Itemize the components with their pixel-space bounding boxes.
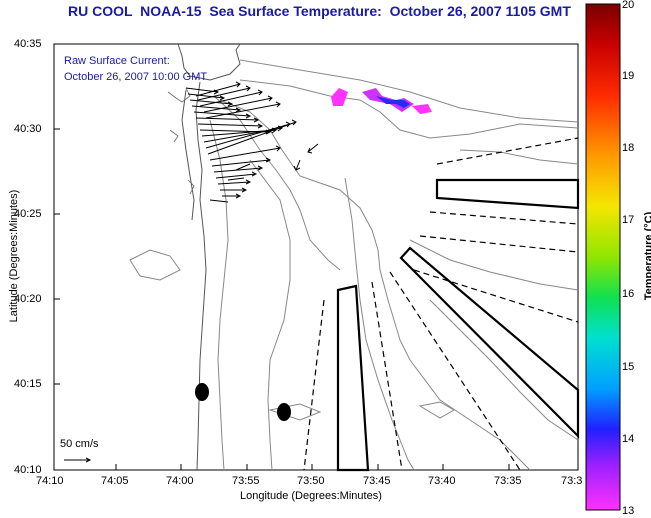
plot-frame <box>53 43 579 471</box>
colorbar-tick: 15 <box>622 361 635 373</box>
y-tick-label: 40:15 <box>14 378 42 390</box>
transect-boxes <box>336 178 580 472</box>
y-tick-label: 40:25 <box>14 208 42 220</box>
x-axis-label: Longitude (Degrees:Minutes) <box>240 490 382 502</box>
colorbar-tick: 19 <box>622 70 635 82</box>
y-tick-label: 40:10 <box>14 464 42 476</box>
station-marker-2 <box>277 403 291 421</box>
sst-patches <box>331 88 432 114</box>
colorbar-tick: 20 <box>622 0 635 11</box>
colorbar-label: Temperature (°C) <box>643 211 651 301</box>
inlet-detail <box>167 87 195 195</box>
colorbar-tick: 13 <box>622 505 635 517</box>
x-tick-label: 73:50 <box>297 475 325 487</box>
y-tick-label: 40:20 <box>14 293 42 305</box>
x-tick-label: 73:55 <box>232 475 260 487</box>
map-title: RU COOL NOAA-15 Sea Surface Temperature:… <box>68 3 571 19</box>
station-marker-1 <box>195 383 209 401</box>
y-axis-label: Latitude (Degrees:Minutes) <box>8 189 20 323</box>
x-tick-label: 73:40 <box>428 475 456 487</box>
colorbar-tick: 18 <box>622 142 635 154</box>
current-caption-line2: October 26, 2007 10:00 GMT <box>64 71 208 83</box>
x-tick-label: 74:10 <box>36 475 64 487</box>
colorbar-tick: 17 <box>622 214 635 226</box>
x-tick-label: 73:3 <box>561 475 583 487</box>
scale-arrow <box>64 457 92 463</box>
tick-marks <box>54 43 510 471</box>
x-tick-label: 74:00 <box>166 475 194 487</box>
x-tick-label: 74:05 <box>101 475 129 487</box>
colorbar-tick: 16 <box>622 288 635 300</box>
bathymetry-contours <box>129 59 579 471</box>
colorbar <box>585 3 621 511</box>
colorbar-tick: 14 <box>622 433 635 445</box>
transect-lines <box>303 137 579 471</box>
x-tick-label: 73:35 <box>494 475 522 487</box>
scale-legend-label: 50 cm/s <box>60 438 99 450</box>
x-tick-label: 73:45 <box>363 475 391 487</box>
current-vectors <box>185 81 319 203</box>
y-tick-label: 40:30 <box>14 123 42 135</box>
y-tick-label: 40:35 <box>14 38 42 50</box>
current-caption-line1: Raw Surface Current: <box>64 55 170 67</box>
